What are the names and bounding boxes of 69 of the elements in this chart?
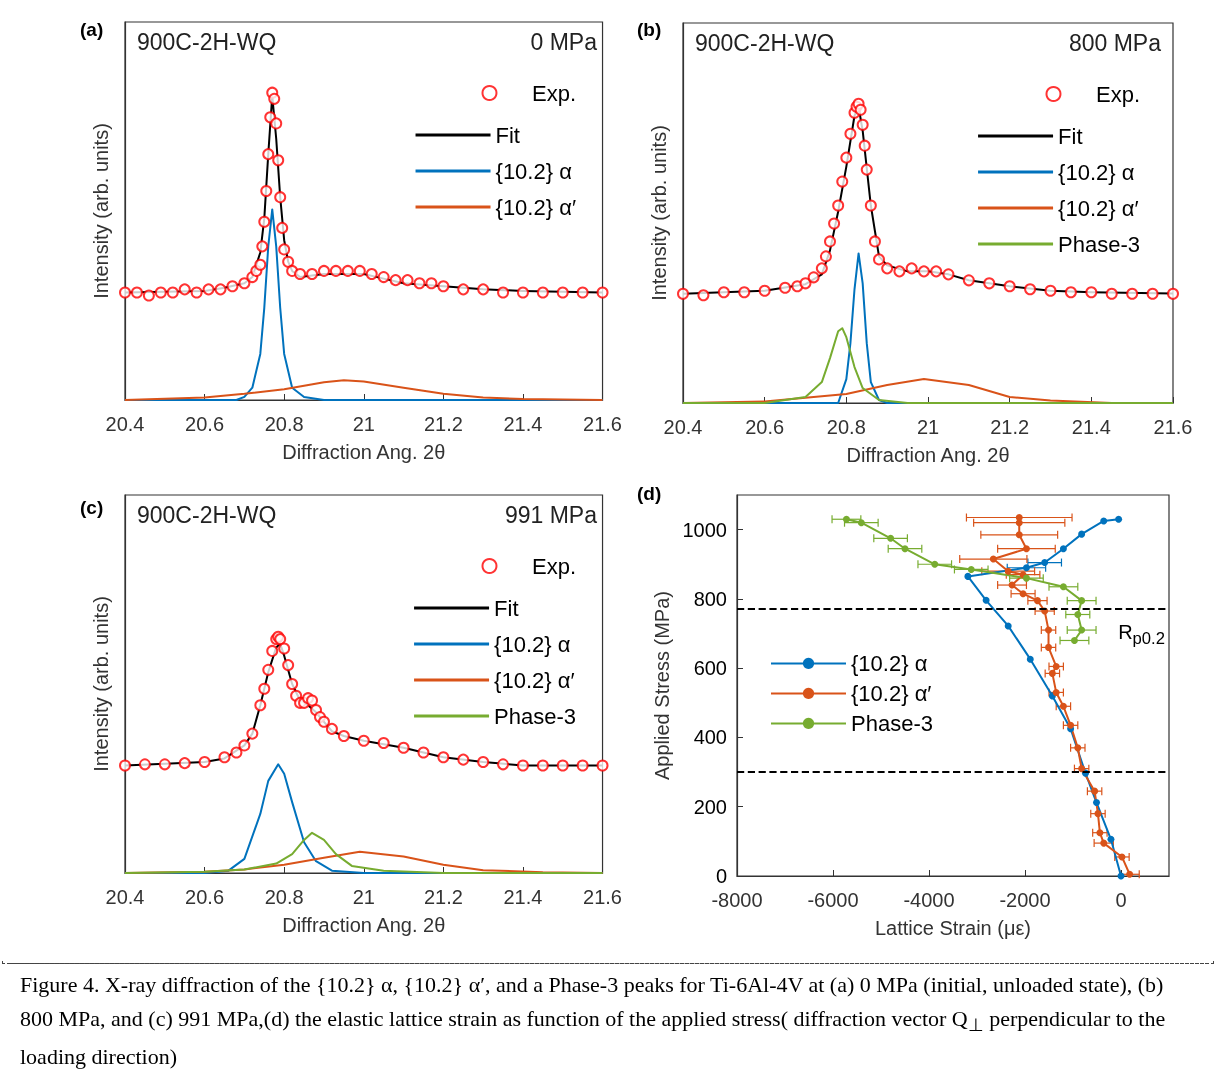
x-tick-label: 21.4 xyxy=(503,413,543,435)
y-axis-title: Intensity (arb. units) xyxy=(90,596,112,772)
legend-label: {10.2} α xyxy=(494,631,571,657)
text: 900C-2H-WQ xyxy=(137,501,277,528)
text: Figure 4. X-ray diffraction of the {10.2} α, {10.2} α′, and a Phase-3 peaks for Ti-6Al-4V at (a) 0 MPa (initial, unloaded state), (b) 800 MPa, and (c) 991 MPa,(d) the elastic lattice strain as function of the applied stress( diffraction vector Q$_{⊥}$ perpendicular to the loading direction) xyxy=(20,972,1166,1069)
text: (b) xyxy=(637,19,662,40)
x-tick-label: 21 xyxy=(916,416,940,438)
y-tick-label: 800 xyxy=(693,587,727,610)
legend-label: Fit xyxy=(494,595,519,621)
x-tick-label: -6000 xyxy=(807,889,859,911)
legend-label: {10.2} α xyxy=(851,650,928,676)
legend-label: Phase-3 xyxy=(851,710,933,736)
y-tick-label: 1000 xyxy=(682,518,727,541)
legend-label: {10.2} α xyxy=(1058,159,1135,185)
y-tick-label: 200 xyxy=(693,795,727,818)
x-tick-label: 20.8 xyxy=(826,416,866,438)
text: (c) xyxy=(80,497,104,518)
legend-label: Phase-3 xyxy=(494,703,577,729)
x-tick-label: 20.6 xyxy=(185,413,225,435)
x-tick-label: 21.2 xyxy=(423,886,463,908)
x-tick-label: 20.6 xyxy=(745,416,785,438)
text: (d) xyxy=(637,483,662,504)
text: (a) xyxy=(80,19,104,40)
x-tick-label: -4000 xyxy=(903,889,955,911)
x-tick-label: 21 xyxy=(352,413,375,435)
text: 991 MPa xyxy=(504,501,598,528)
y-tick-label: 600 xyxy=(693,657,727,680)
y-tick-label: 400 xyxy=(693,726,727,749)
x-tick-label: 21.4 xyxy=(1071,416,1111,438)
text: 900C-2H-WQ xyxy=(695,29,835,56)
x-axis-title: Diffraction Ang. 2θ xyxy=(282,914,446,936)
legend-label: Exp. xyxy=(1095,81,1141,107)
ref-line-label: R$_{p0.2}$ xyxy=(1118,620,1165,649)
legend-label: {10.2} α′ xyxy=(851,680,932,706)
x-tick-label: 20.6 xyxy=(185,886,225,908)
x-tick-label: 21.2 xyxy=(990,416,1030,438)
x-tick-label: 20.4 xyxy=(105,413,145,435)
x-tick-label: 20.4 xyxy=(105,886,145,908)
legend-label: {10.2} α′ xyxy=(1058,195,1139,221)
legend-label: Fit xyxy=(1058,123,1083,149)
y-axis-title: Intensity (arb. units) xyxy=(648,125,670,301)
x-tick-label: -2000 xyxy=(999,889,1051,911)
x-tick-label: 21.6 xyxy=(583,886,623,908)
x-tick-label: 21.4 xyxy=(503,886,543,908)
text: 900C-2H-WQ xyxy=(137,28,277,55)
legend-label: Exp. xyxy=(531,80,577,106)
x-tick-label: 21.2 xyxy=(423,413,463,435)
x-tick-label: 21.6 xyxy=(1153,416,1193,438)
x-tick-label: 0 xyxy=(1115,889,1127,911)
legend-label: {10.2} α′ xyxy=(495,194,577,220)
x-axis-title: Lattice Strain (με) xyxy=(874,917,1032,939)
legend-label: Phase-3 xyxy=(1058,231,1141,257)
legend-label: Fit xyxy=(495,122,520,148)
y-axis-title: Applied Stress (MPa) xyxy=(650,591,673,780)
x-tick-label: 20.8 xyxy=(264,886,304,908)
x-tick-label: 21.6 xyxy=(583,413,623,435)
x-tick-label: 21 xyxy=(352,886,375,908)
x-tick-label: 20.4 xyxy=(663,416,703,438)
legend-label: Exp. xyxy=(531,553,577,579)
x-tick-label: 20.8 xyxy=(264,413,304,435)
legend-label: {10.2} α xyxy=(495,158,573,184)
y-tick-label: 0 xyxy=(715,865,727,887)
y-axis-title: Intensity (arb. units) xyxy=(90,123,112,299)
legend-label: {10.2} α′ xyxy=(494,667,575,693)
x-tick-label: -8000 xyxy=(711,889,763,911)
x-axis-title: Diffraction Ang. 2θ xyxy=(282,441,446,463)
text: 0 MPa xyxy=(530,28,598,55)
text: 800 MPa xyxy=(1068,29,1162,56)
x-axis-title: Diffraction Ang. 2θ xyxy=(846,444,1010,466)
